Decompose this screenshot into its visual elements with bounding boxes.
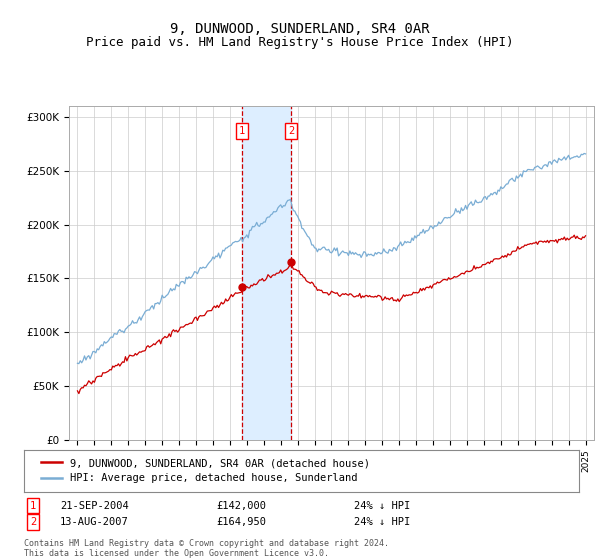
Text: Price paid vs. HM Land Registry's House Price Index (HPI): Price paid vs. HM Land Registry's House …	[86, 36, 514, 49]
Text: 13-AUG-2007: 13-AUG-2007	[60, 517, 129, 527]
Text: Contains HM Land Registry data © Crown copyright and database right 2024.
This d: Contains HM Land Registry data © Crown c…	[24, 539, 389, 558]
Text: 1: 1	[239, 126, 245, 136]
Text: 21-SEP-2004: 21-SEP-2004	[60, 501, 129, 511]
Bar	[242, 106, 291, 440]
Text: 24% ↓ HPI: 24% ↓ HPI	[354, 517, 410, 527]
Text: £142,000: £142,000	[216, 501, 266, 511]
Text: 24% ↓ HPI: 24% ↓ HPI	[354, 501, 410, 511]
Text: 2: 2	[288, 126, 295, 136]
Text: £164,950: £164,950	[216, 517, 266, 527]
Text: 2: 2	[30, 517, 36, 527]
Text: 1: 1	[30, 501, 36, 511]
Legend: 9, DUNWOOD, SUNDERLAND, SR4 0AR (detached house), HPI: Average price, detached h: 9, DUNWOOD, SUNDERLAND, SR4 0AR (detache…	[35, 452, 376, 489]
Text: 9, DUNWOOD, SUNDERLAND, SR4 0AR: 9, DUNWOOD, SUNDERLAND, SR4 0AR	[170, 22, 430, 36]
